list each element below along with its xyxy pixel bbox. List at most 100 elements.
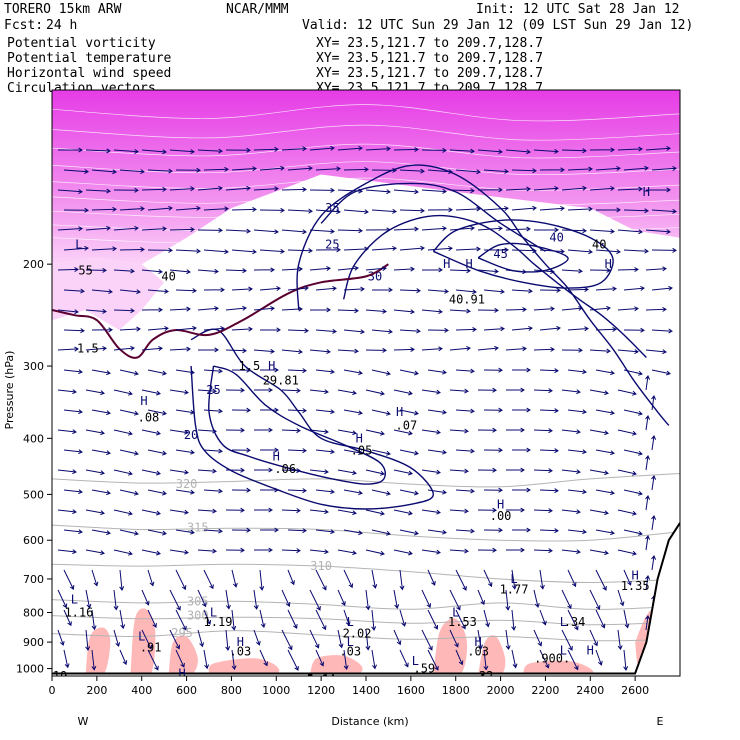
circulation-vector — [511, 649, 518, 669]
circulation-vector — [63, 529, 83, 535]
circulation-vector — [449, 225, 475, 231]
circulation-vector — [287, 408, 307, 414]
circulation-vector — [589, 469, 609, 476]
circulation-vector — [147, 489, 167, 496]
theta-contour-label: 300 — [187, 609, 209, 623]
circulation-vector — [617, 229, 643, 235]
low-marker: L — [71, 593, 78, 607]
circulation-vector — [119, 169, 145, 175]
legend-entry-xy: XY= 23.5,121.7 to 209.7,128.7 — [316, 36, 543, 51]
circulation-vector — [119, 529, 139, 536]
circulation-vector — [589, 228, 615, 234]
circulation-vector — [533, 428, 553, 434]
low-marker: L — [75, 238, 82, 252]
circulation-vector — [309, 589, 321, 611]
circulation-vector — [175, 489, 195, 495]
circulation-vector — [455, 368, 475, 374]
circulation-vector — [169, 306, 191, 312]
circulation-vector — [231, 286, 253, 292]
circulation-vector — [567, 206, 593, 212]
circulation-vector — [253, 229, 279, 235]
circulation-vector — [645, 306, 667, 312]
circulation-vector — [197, 388, 217, 394]
circulation-vector — [309, 629, 320, 649]
circulation-vector — [623, 489, 643, 496]
circulation-vector — [63, 449, 83, 455]
circulation-vector — [371, 287, 393, 293]
high-marker: H — [140, 394, 147, 408]
circulation-vector — [254, 467, 273, 473]
circulation-vector — [287, 248, 313, 254]
circulation-vector — [427, 288, 449, 294]
circulation-vector — [175, 369, 195, 375]
circulation-vector — [147, 369, 167, 376]
circulation-vector — [567, 529, 587, 535]
extremum-value: 1.35 — [621, 579, 650, 593]
circulation-vector — [511, 609, 517, 631]
circulation-vector — [483, 205, 509, 211]
circulation-vector — [623, 208, 649, 214]
circulation-vector — [343, 489, 363, 496]
stratospheric-isentrope — [52, 161, 680, 176]
theta-contour-295 — [52, 630, 680, 642]
stratospheric-isentrope — [52, 124, 680, 141]
circulation-vector — [399, 609, 407, 627]
circulation-vector — [141, 186, 167, 192]
low-marker: L — [412, 654, 419, 668]
circulation-vector — [91, 409, 111, 416]
model-title: TORERO 15km ARW — [4, 2, 122, 17]
circulation-vector — [539, 205, 565, 212]
extremum-value: .06 — [274, 462, 296, 476]
circulation-vector — [371, 449, 391, 456]
low-marker: L — [210, 606, 217, 620]
circulation-vector — [287, 649, 299, 671]
circulation-vector — [315, 609, 327, 631]
circulation-vector — [617, 306, 639, 312]
circulation-vector — [281, 229, 307, 235]
circulation-vector — [539, 325, 561, 331]
circulation-vector — [113, 148, 139, 154]
circulation-vector — [197, 629, 205, 648]
circulation-vector — [175, 288, 197, 294]
x-tick-label: 1000 — [262, 684, 290, 697]
circulation-vector — [477, 547, 497, 553]
extremum-value: 1.5 — [77, 342, 99, 356]
circulation-vectors — [57, 145, 677, 671]
circulation-vector — [287, 488, 307, 494]
theta-contour-300 — [52, 615, 680, 626]
circulation-vector — [371, 489, 391, 496]
circulation-vector — [309, 228, 335, 234]
circulation-vector — [119, 489, 139, 496]
pink-pv-blob — [478, 635, 506, 676]
circulation-vector — [337, 589, 346, 606]
circulation-vector — [483, 569, 493, 588]
circulation-vector — [589, 629, 598, 647]
circulation-vector — [399, 649, 409, 668]
circulation-vector — [365, 347, 387, 353]
extremum-value: .91 — [140, 641, 162, 655]
circulation-vector — [169, 589, 181, 611]
circulation-vector — [175, 325, 197, 331]
circulation-vector — [371, 208, 397, 214]
circulation-vector — [169, 269, 191, 275]
circulation-vector — [147, 326, 169, 331]
circulation-vector — [455, 609, 466, 630]
circulation-vector — [617, 186, 643, 192]
extremum-value: 55 — [78, 263, 92, 277]
x-tick-label: 1600 — [397, 684, 425, 697]
wind-speed-contour-label: 20 — [184, 428, 198, 442]
circulation-vector — [483, 487, 503, 493]
circulation-vector — [623, 285, 645, 291]
circulation-vector — [449, 468, 469, 474]
circulation-vector — [455, 327, 477, 333]
circulation-vector — [175, 449, 195, 455]
circulation-vector — [315, 569, 327, 591]
circulation-vector — [309, 509, 329, 515]
circulation-vector — [57, 389, 77, 395]
low-marker: L — [510, 572, 517, 586]
pink-pv-blob — [309, 655, 363, 676]
pv-contour — [52, 263, 389, 359]
circulation-vector — [203, 206, 229, 212]
circulation-vector — [343, 449, 363, 456]
circulation-vector — [533, 306, 555, 312]
